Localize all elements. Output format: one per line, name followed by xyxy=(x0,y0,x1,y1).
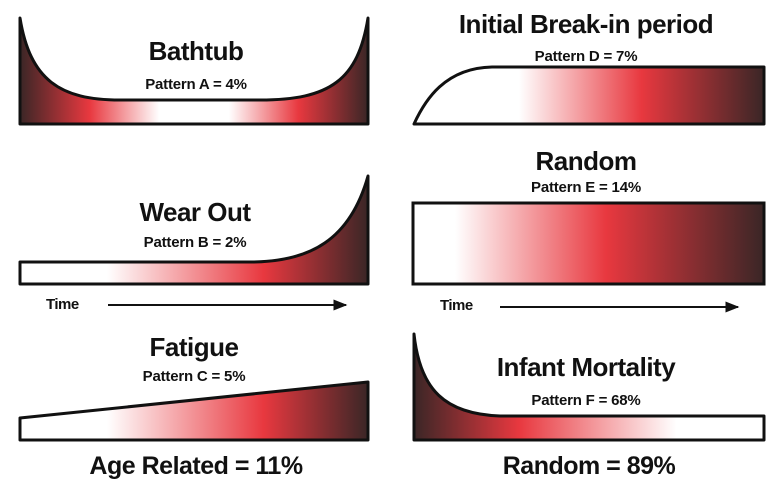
pattern-d-title: Initial Break-in period xyxy=(458,9,714,39)
pattern-f-title: Infant Mortality xyxy=(496,352,676,382)
time-label-right: Time xyxy=(440,297,473,314)
pattern-a-curve xyxy=(18,16,370,126)
pattern-a-title: Bathtub xyxy=(148,36,244,66)
random-total: Random = 89% xyxy=(502,452,676,480)
pattern-e-label: Pattern E = 14% xyxy=(531,179,641,196)
age-related-total: Age Related = 11% xyxy=(89,452,303,480)
pattern-b-title: Wear Out xyxy=(139,197,251,227)
pattern-f-label: Pattern F = 68% xyxy=(531,392,641,409)
pattern-e-curve xyxy=(411,201,766,286)
pattern-d-curve xyxy=(412,65,766,126)
pattern-c-title: Fatigue xyxy=(149,332,239,362)
pattern-f-curve xyxy=(412,332,766,442)
pattern-b-curve xyxy=(18,174,370,286)
pattern-c-label: Pattern C = 5% xyxy=(142,368,246,385)
time-label-left: Time xyxy=(46,296,79,313)
pattern-b-label: Pattern B = 2% xyxy=(143,234,247,251)
pattern-d-label: Pattern D = 7% xyxy=(534,48,638,65)
pattern-c-curve xyxy=(18,380,370,442)
pattern-a-label: Pattern A = 4% xyxy=(145,76,247,93)
pattern-e-title: Random xyxy=(535,146,638,176)
